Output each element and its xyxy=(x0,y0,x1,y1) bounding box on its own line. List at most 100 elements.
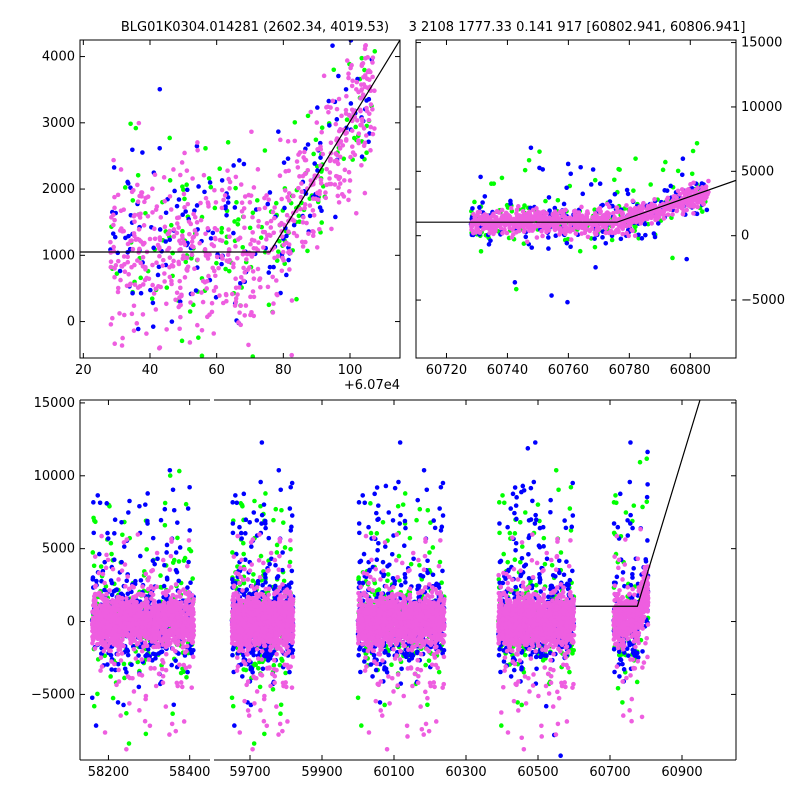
magenta-point xyxy=(620,231,626,237)
magenta-point xyxy=(119,568,125,573)
green-point xyxy=(126,741,132,746)
magenta-point xyxy=(156,345,162,351)
magenta-point xyxy=(135,285,141,290)
magenta-point xyxy=(327,176,332,181)
green-point xyxy=(577,248,583,254)
magenta-point xyxy=(286,198,292,203)
magenta-point xyxy=(186,589,192,595)
magenta-point xyxy=(118,642,124,648)
magenta-point xyxy=(182,275,188,280)
title-right: 3 2108 1777.33 0.141 917 [60802.941, 608… xyxy=(409,20,746,35)
blue-point xyxy=(238,280,243,286)
blue-point xyxy=(284,233,289,239)
magenta-point xyxy=(92,598,98,604)
magenta-point xyxy=(632,233,638,238)
magenta-point xyxy=(298,206,303,212)
magenta-point xyxy=(176,225,181,230)
blue-point xyxy=(243,531,248,536)
green-point xyxy=(262,148,268,153)
magenta-point xyxy=(348,154,353,160)
magenta-point xyxy=(493,228,498,234)
magenta-point xyxy=(95,633,100,638)
magenta-point xyxy=(90,634,95,640)
green-point xyxy=(592,244,598,250)
magenta-point xyxy=(190,176,195,181)
magenta-point xyxy=(334,106,340,112)
x-tick-label: 60800 xyxy=(670,363,711,378)
green-point xyxy=(236,217,241,222)
magenta-point xyxy=(195,322,200,328)
magenta-point xyxy=(190,599,196,604)
magenta-point xyxy=(184,168,190,173)
magenta-point xyxy=(201,172,207,178)
magenta-point xyxy=(232,303,238,308)
magenta-point xyxy=(575,220,580,226)
magenta-point xyxy=(502,223,508,228)
magenta-point xyxy=(203,231,208,237)
blue-point xyxy=(125,652,131,658)
magenta-point xyxy=(327,170,333,175)
blue-point xyxy=(343,87,349,92)
magenta-point xyxy=(167,732,172,737)
green-point xyxy=(645,221,651,227)
magenta-point xyxy=(170,263,176,269)
magenta-point xyxy=(153,286,159,292)
magenta-point xyxy=(173,728,179,734)
magenta-point xyxy=(135,613,140,619)
blue-point xyxy=(480,200,485,205)
blue-point xyxy=(135,326,141,332)
magenta-point xyxy=(165,638,171,643)
magenta-point xyxy=(302,202,308,207)
magenta-point xyxy=(188,300,193,305)
magenta-point xyxy=(130,621,136,626)
magenta-point xyxy=(299,189,305,195)
magenta-point xyxy=(219,238,225,244)
green-point xyxy=(359,55,365,61)
magenta-point xyxy=(144,331,149,336)
magenta-point xyxy=(507,225,512,231)
green-point xyxy=(206,176,212,181)
magenta-point xyxy=(186,219,192,224)
magenta-point xyxy=(362,84,368,90)
magenta-point xyxy=(294,233,300,239)
magenta-point xyxy=(250,230,255,235)
green-point xyxy=(175,535,180,541)
green-point xyxy=(108,674,113,679)
green-point xyxy=(179,338,185,344)
blue-point xyxy=(219,261,224,267)
blue-point xyxy=(189,651,194,656)
magenta-point xyxy=(167,567,173,573)
blue-point xyxy=(565,299,570,305)
magenta-point xyxy=(174,230,180,236)
blue-point xyxy=(564,185,569,191)
magenta-point xyxy=(502,227,507,232)
green-point xyxy=(183,259,189,265)
magenta-point xyxy=(128,632,133,638)
magenta-point xyxy=(140,255,146,260)
blue-point xyxy=(330,43,335,48)
magenta-point xyxy=(140,312,146,317)
magenta-point xyxy=(350,78,355,84)
magenta-point xyxy=(359,163,364,168)
magenta-point xyxy=(248,294,253,300)
magenta-point xyxy=(116,647,121,653)
magenta-point xyxy=(119,651,125,656)
magenta-point xyxy=(670,203,675,208)
magenta-point xyxy=(178,680,184,685)
blue-point xyxy=(125,591,131,597)
magenta-point xyxy=(328,181,334,187)
blue-point xyxy=(176,197,182,202)
blue-point xyxy=(590,167,596,172)
magenta-point xyxy=(328,140,334,146)
x-offset-label: +6.07e4 xyxy=(344,378,400,393)
magenta-point xyxy=(300,173,306,179)
magenta-point xyxy=(171,608,177,613)
magenta-point xyxy=(132,627,138,632)
magenta-point xyxy=(146,657,152,662)
magenta-point xyxy=(310,228,315,234)
blue-point xyxy=(625,191,631,197)
points-top-right xyxy=(416,140,736,305)
magenta-point xyxy=(265,233,270,238)
blue-point xyxy=(247,520,253,525)
magenta-point xyxy=(272,205,277,210)
